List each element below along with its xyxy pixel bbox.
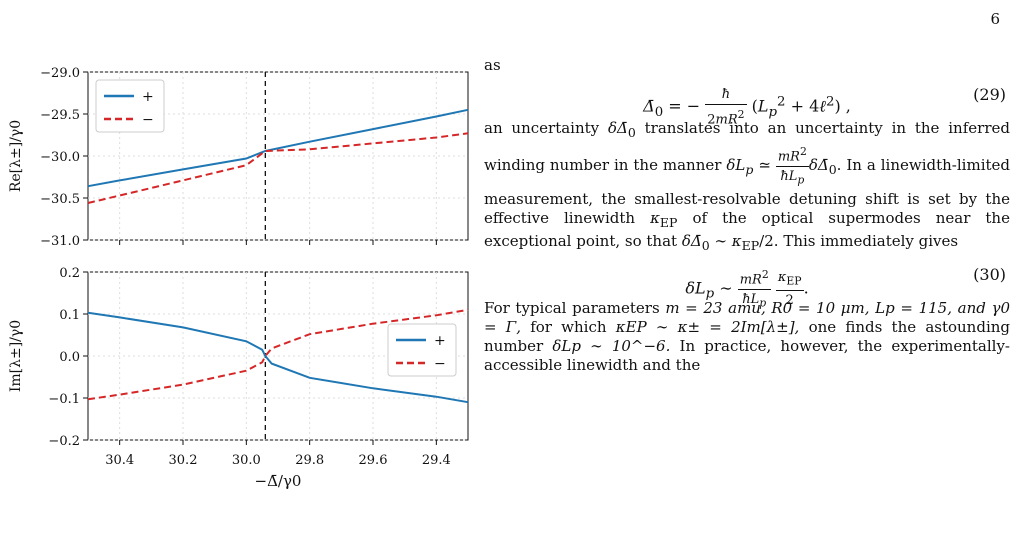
top-y-ticks: −29.0 −29.5 −30.0 −30.5 −31.0 (40, 66, 88, 249)
page-number: 6 (990, 10, 1000, 28)
x-tick-label: 30.0 (232, 453, 261, 468)
x-tick-label: 29.6 (359, 453, 388, 468)
y-tick-label: 0.0 (59, 350, 80, 365)
para1-d: of the optical supermodes near the excep… (484, 208, 1010, 250)
para2-b: m = 23 amu, R0 = 10 μm, Lp = 115, and γ0… (484, 298, 1010, 336)
para1-e: . This immediately gives (773, 231, 959, 250)
bottom-y-ticks: 0.2 0.1 0.0 −0.1 −0.2 (48, 266, 88, 449)
series-minus-line (87, 308, 469, 401)
series-plus-line (87, 108, 469, 188)
legend-plus-label: + (142, 89, 154, 105)
equation-29-number: (29) (973, 85, 1006, 104)
equation-29-body: Δ̄0 = − ħ 2mR2 (Lp2 + 4ℓ2) , (643, 87, 851, 128)
x-tick-label: 29.8 (295, 453, 324, 468)
equation-29: Δ̄0 = − ħ 2mR2 (Lp2 + 4ℓ2) , (29) (484, 75, 1010, 127)
para2-a: For typical parameters (484, 298, 660, 317)
para2-f: δLp ∼ 10^−6. (552, 336, 671, 355)
x-tick-label: 30.4 (105, 453, 134, 468)
bottom-y-axis-label: Im[λ±]/γ0 (8, 320, 24, 392)
y-tick-label: −30.5 (40, 192, 80, 207)
bottom-curves (87, 308, 469, 404)
y-tick-label: −30.0 (40, 150, 80, 165)
x-ticks: 30.4 30.2 30.0 29.8 29.6 29.4 (105, 453, 451, 468)
equation-30-number: (30) (973, 264, 1006, 284)
top-panel: −29.0 −29.5 −30.0 −30.5 −31.0 Re[λ±]/γ0 + − (8, 66, 469, 249)
y-tick-label: −29.0 (40, 66, 80, 81)
paragraph-1: an uncertainty δΔ̄0 translates into an u… (484, 119, 1011, 253)
series-plus-line (87, 311, 469, 404)
legend-minus-label: − (142, 112, 154, 128)
para1-c: . In a linewidth-limited measurement, th… (484, 155, 1011, 227)
bottom-legend: + − (387, 323, 457, 377)
para2-c: for which (530, 317, 607, 336)
top-gridlines (88, 71, 468, 245)
top-y-axis-label: Re[λ±]/γ0 (8, 120, 24, 192)
series-minus-line (87, 132, 469, 204)
equation-30-body: δLp ∼ mR2 ħLp κEP 2. (484, 265, 1010, 313)
top-legend: + − (95, 79, 165, 133)
top-curves (87, 108, 469, 204)
y-tick-label: −0.2 (48, 434, 80, 449)
para1-b: translates into an uncertainty in the in… (484, 119, 1010, 174)
intro-word: as (484, 56, 501, 74)
paragraph-2: For typical parameters m = 23 amu, R0 = … (484, 299, 1010, 375)
y-tick-label: 0.1 (59, 308, 80, 323)
para2-d: κEP ∼ κ± = 2Im[λ±], (615, 317, 800, 336)
para2-e: one finds the astounding number (484, 317, 1011, 355)
y-tick-label: −0.1 (48, 392, 80, 407)
x-axis-label: −Δ̄/γ0 (255, 472, 302, 490)
legend-plus-label: + (434, 333, 446, 349)
bottom-panel: 0.2 0.1 0.0 −0.1 −0.2 30.4 30.2 30.0 29.8 29.6 29… (8, 266, 469, 490)
para2-g: In practice, however, the experimentally… (484, 336, 1010, 374)
para1-a: an uncertainty (484, 119, 600, 137)
y-tick-label: 0.2 (59, 266, 80, 281)
equation-30: δLp ∼ mR2 ħLp κEP 2. (30) (484, 255, 1010, 310)
y-tick-label: −29.5 (40, 108, 80, 123)
text-column: as Δ̄0 = − ħ 2mR2 (Lp2 + 4ℓ2) , (29) an u… (484, 56, 1010, 375)
eigenvalue-figure: −29.0−29.5−30.0−30.5−31.0 Re[λ±]/γ0 + − … (8, 66, 469, 490)
x-tick-label: 30.2 (169, 453, 198, 468)
y-tick-label: −31.0 (40, 234, 80, 249)
x-tick-label: 29.4 (422, 453, 451, 468)
legend-minus-label: − (434, 356, 446, 372)
